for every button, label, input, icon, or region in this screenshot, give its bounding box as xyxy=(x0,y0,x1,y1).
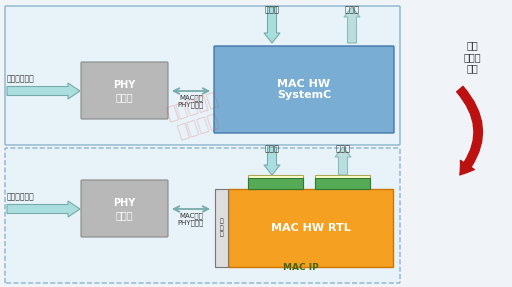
Text: 从信道: 从信道 xyxy=(265,5,280,14)
Text: 主信道: 主信道 xyxy=(345,5,359,14)
FancyBboxPatch shape xyxy=(5,6,400,145)
Text: AHB: AHB xyxy=(267,181,284,187)
Text: 适配器: 适配器 xyxy=(337,178,348,184)
Text: MAC层与
PHY层接口: MAC层与 PHY层接口 xyxy=(178,94,204,108)
FancyBboxPatch shape xyxy=(5,148,400,283)
Polygon shape xyxy=(264,147,280,175)
FancyBboxPatch shape xyxy=(81,62,168,119)
Text: 插入
系统级
平台: 插入 系统级 平台 xyxy=(463,40,481,73)
Text: PHY
仿真器: PHY 仿真器 xyxy=(113,80,136,102)
Polygon shape xyxy=(335,147,351,175)
Text: MAC HW
SystemC: MAC HW SystemC xyxy=(277,79,331,100)
Text: AHB: AHB xyxy=(334,181,351,187)
Text: 从信道: 从信道 xyxy=(265,144,280,153)
Bar xyxy=(204,155,397,277)
Bar xyxy=(248,175,303,189)
FancyBboxPatch shape xyxy=(81,180,168,237)
Bar xyxy=(315,175,370,189)
Polygon shape xyxy=(344,7,360,43)
Text: MAC HW RTL: MAC HW RTL xyxy=(271,223,350,233)
Text: MAC IP: MAC IP xyxy=(283,263,318,272)
Bar xyxy=(215,189,228,267)
Text: PHY
仿真器: PHY 仿真器 xyxy=(113,198,136,220)
Text: 适配器: 适配器 xyxy=(270,178,281,184)
Polygon shape xyxy=(7,83,80,99)
Bar xyxy=(228,189,393,267)
FancyBboxPatch shape xyxy=(214,46,394,133)
Text: 电子工程师
版权所有: 电子工程师 版权所有 xyxy=(163,90,226,144)
Polygon shape xyxy=(264,7,280,43)
Text: MAC层与
PHY层接口: MAC层与 PHY层接口 xyxy=(178,212,204,226)
Bar xyxy=(248,178,303,189)
FancyArrowPatch shape xyxy=(457,86,482,175)
Polygon shape xyxy=(7,201,80,217)
Text: 测试向量注入: 测试向量注入 xyxy=(7,192,35,201)
Text: 测试向量注入: 测试向量注入 xyxy=(7,74,35,83)
Bar xyxy=(315,178,370,189)
Text: 反
射
器: 反 射 器 xyxy=(220,219,223,237)
Text: 主信道: 主信道 xyxy=(335,144,351,153)
